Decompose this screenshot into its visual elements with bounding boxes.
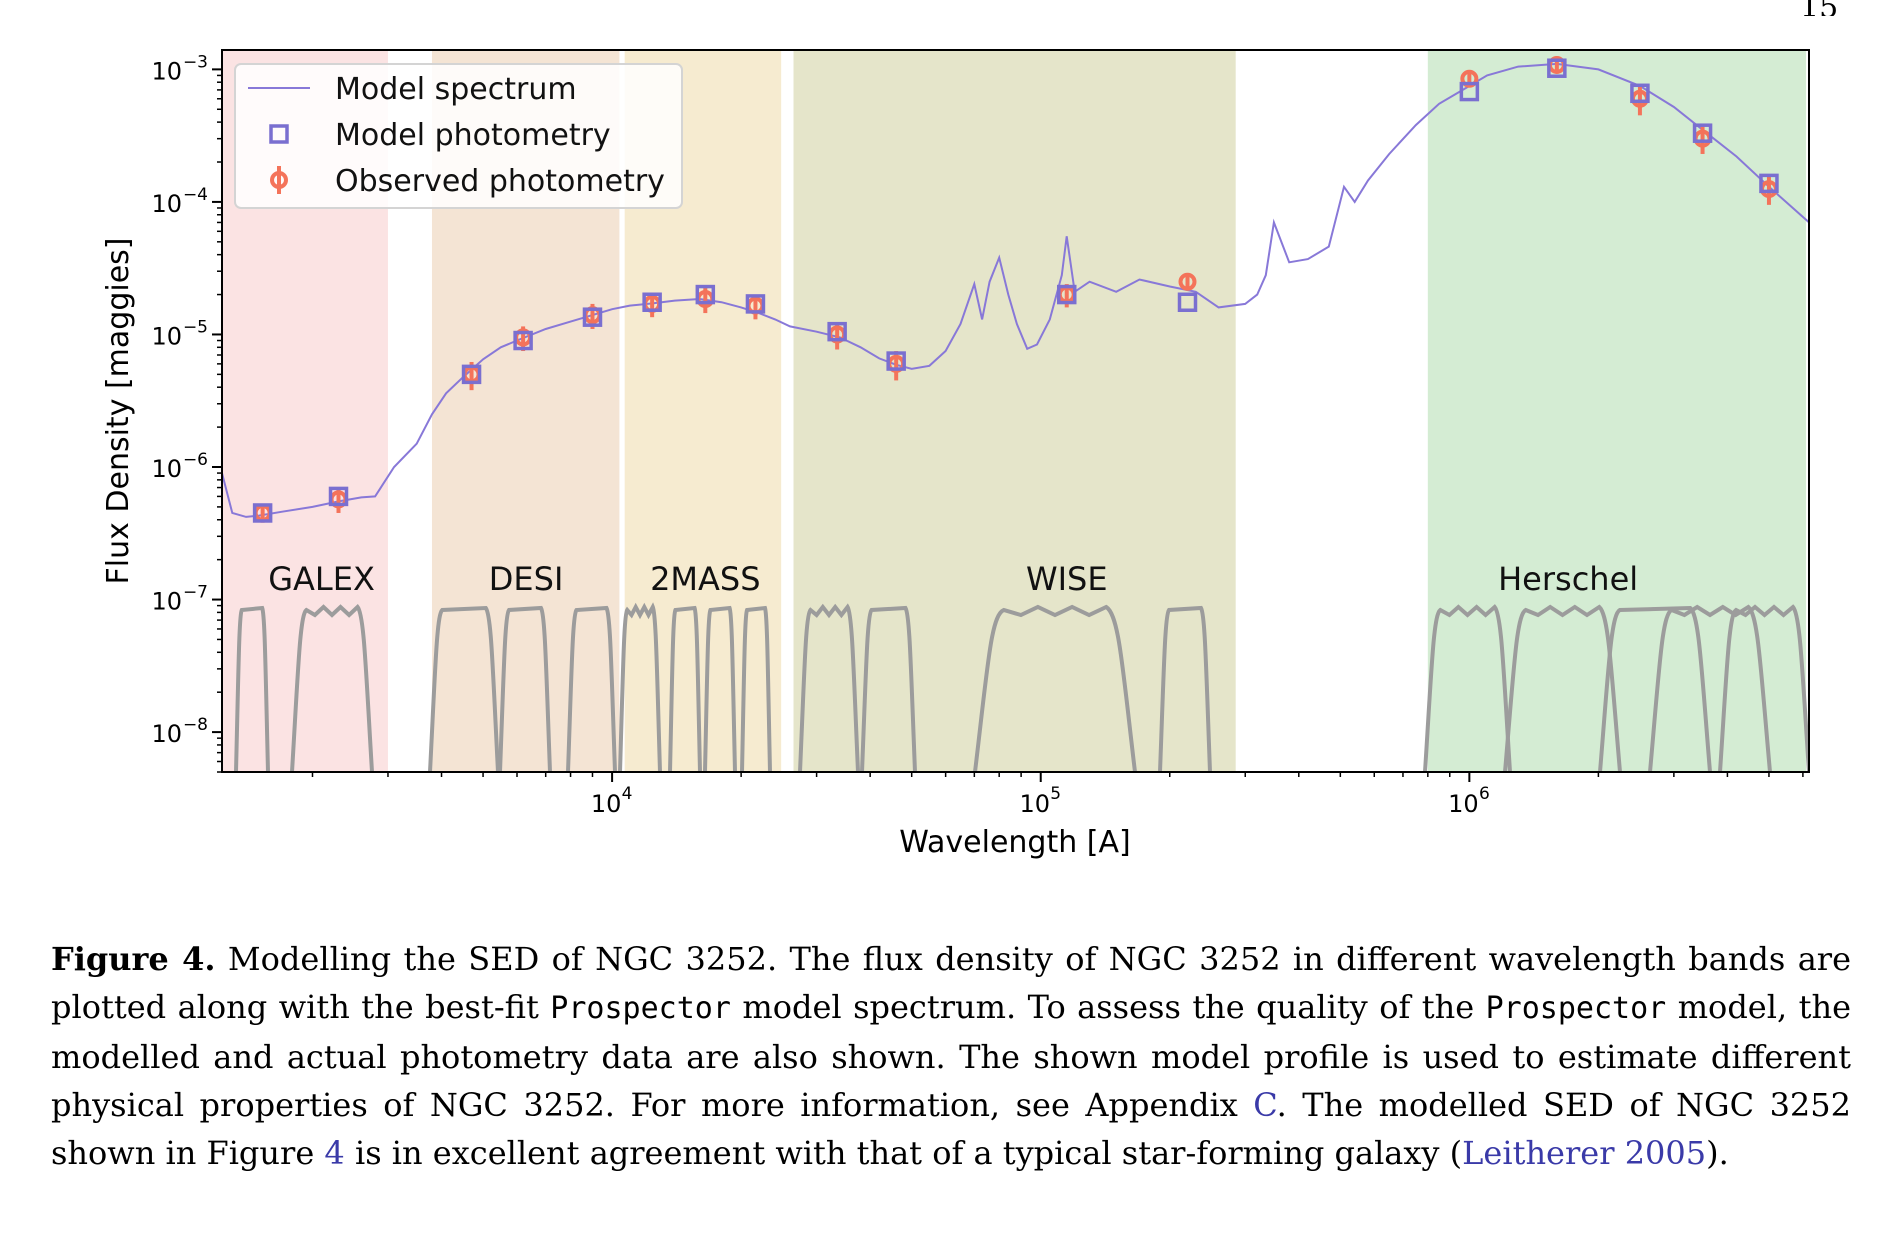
model-point [695, 284, 716, 305]
caption-text-2: model spectrum. To assess the quality of… [730, 988, 1486, 1026]
model-point [827, 321, 847, 342]
model-point [1056, 284, 1077, 305]
model-point [1547, 58, 1567, 78]
y-tick-exponent: −8 [183, 715, 208, 735]
x-tick-label: 10 [1448, 790, 1479, 818]
wavelength-bands [222, 50, 1806, 772]
filter-curve [1503, 604, 1622, 772]
band-label-herschel: Herschel [1498, 560, 1638, 598]
legend-entry: Model photometry [269, 118, 611, 153]
filter-curve [703, 605, 737, 772]
filter-curve [1423, 604, 1512, 772]
filter-curves [234, 602, 1809, 772]
filter-curve [668, 605, 702, 772]
filter-curve [860, 605, 917, 772]
model-photometry-points [252, 58, 1779, 523]
model-point [1630, 83, 1650, 104]
x-axis-label: Wavelength [A] [899, 825, 1130, 860]
legend-entry: Observed photometry [270, 164, 665, 199]
y-tick-label: 10 [151, 720, 182, 748]
reference-link[interactable]: Leitherer 2005 [1462, 1134, 1707, 1172]
figure-link[interactable]: 4 [324, 1134, 345, 1172]
band-herschel [1427, 50, 1806, 772]
y-axis-label: Flux Density [maggies] [101, 237, 136, 584]
x-tick-exponent: 6 [1479, 784, 1490, 804]
filter-curve [973, 604, 1137, 772]
model-point [745, 294, 766, 314]
caption-text-6: ). [1706, 1134, 1729, 1172]
observed-point [1178, 272, 1197, 291]
band-label-2mass: 2MASS [650, 560, 760, 598]
model-point [252, 503, 273, 523]
model-point [886, 351, 906, 371]
legend-label: Observed photometry [335, 164, 665, 199]
band-labels: GALEX DESI 2MASS WISE Herschel [268, 560, 1638, 598]
plot-frame [221, 49, 1810, 773]
filter-curve [1718, 604, 1809, 772]
filter-curve [798, 603, 860, 772]
caption-text-1: Modelling the SED of NGC 3252. The flux … [51, 940, 1852, 1026]
page-number: 15 [1800, 0, 1838, 16]
appendix-link[interactable]: C [1253, 1086, 1277, 1124]
caption-text-5: is in excellent agreement with that of a… [344, 1134, 1463, 1172]
model-point [461, 364, 482, 385]
y-tick-exponent: −6 [183, 450, 208, 470]
y-tick-exponent: −5 [183, 317, 208, 337]
y-tick-exponent: −7 [183, 583, 208, 603]
filter-curve [740, 605, 772, 772]
caption-code-2: Prospector [1485, 991, 1667, 1026]
model-point [1759, 173, 1779, 194]
y-tick-label: 10 [151, 57, 182, 85]
legend: Model spectrum Model photometry Observed p… [234, 63, 683, 209]
y-tick-label: 10 [151, 190, 182, 218]
filter-curve [290, 604, 374, 772]
model-point [1692, 123, 1713, 143]
band-wise [793, 50, 1236, 772]
band-label-desi: DESI [489, 560, 564, 598]
model-point [328, 486, 349, 507]
legend-box [234, 63, 683, 209]
y-tick-exponent: −4 [183, 185, 208, 205]
band-label-galex: GALEX [268, 560, 375, 598]
caption-text-3: model, the modelled and actual photometr… [51, 988, 1851, 1124]
model-point [582, 307, 603, 327]
legend-label: Model photometry [335, 118, 611, 153]
filter-curve [1158, 605, 1212, 772]
filter-curve [234, 605, 270, 772]
caption-code-1: Prospector [550, 991, 731, 1026]
model-point [642, 292, 662, 312]
y-tick-exponent: −3 [183, 52, 208, 72]
model-point [1459, 81, 1480, 102]
x-tick-label: 10 [1019, 790, 1050, 818]
x-tick-label: 10 [591, 790, 622, 818]
y-tick-label: 10 [151, 455, 182, 483]
sed-figure: GALEX DESI 2MASS WISE Herschel 10 −310 −410 −51… [101, 49, 1810, 860]
figure-caption: Figure 4. Modelling the SED of NGC 3252.… [51, 935, 1851, 1177]
filter-curve [428, 605, 500, 772]
caption-text-4: . The modelled SED of NGC 3252 shown in … [51, 1086, 1852, 1172]
y-tick-label: 10 [151, 322, 182, 350]
filter-curve [566, 605, 617, 772]
filter-curve [498, 605, 552, 772]
x-tick-exponent: 4 [622, 784, 633, 804]
legend-label: Model spectrum [335, 72, 577, 107]
band-label-wise: WISE [1026, 560, 1108, 598]
axes: 10 −310 −410 −510 −610 −710 −810 4 10 5 10 6 [151, 52, 1804, 818]
filter-curve [618, 602, 662, 772]
x-tick-exponent: 5 [1050, 784, 1061, 804]
model-point [513, 330, 533, 351]
caption-label: Figure 4. [51, 940, 216, 978]
filter-curve [1648, 604, 1772, 772]
filter-curve [1598, 605, 1712, 772]
y-tick-label: 10 [151, 588, 182, 616]
model-point [1177, 292, 1198, 312]
legend-entry: Model spectrum [248, 72, 577, 107]
